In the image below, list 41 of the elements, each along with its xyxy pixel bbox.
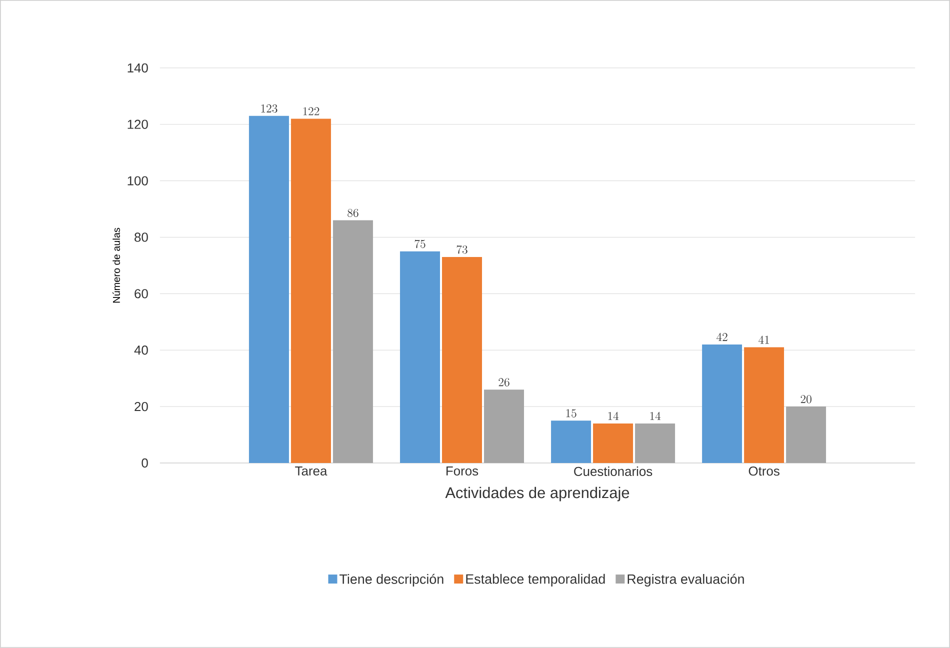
bar [332, 220, 373, 464]
data-label: 14 [650, 412, 661, 420]
data-label: 15 [566, 409, 576, 418]
data-label: 122 [303, 107, 320, 116]
data-label: 41 [758, 336, 769, 344]
bar [551, 420, 592, 464]
y-tick-label: 20 [134, 402, 148, 412]
bar [744, 347, 784, 464]
legend-label: Registra evaluación [628, 574, 744, 587]
data-label: 14 [608, 412, 619, 420]
y-tick-label: 0 [142, 458, 148, 468]
bar [484, 390, 524, 464]
bar [786, 406, 826, 464]
bar [635, 424, 676, 464]
y-tick-label: 140 [128, 63, 148, 73]
data-label: 73 [456, 245, 468, 254]
bar [593, 424, 634, 464]
y-tick-label: 100 [128, 176, 148, 186]
x-tick-label: Otros [748, 466, 780, 476]
x-tick-label: Tarea [295, 466, 328, 476]
data-label: 42 [716, 332, 728, 341]
y-tick-label: 40 [134, 346, 148, 355]
y-tick-label: 120 [128, 120, 148, 129]
x-axis-title: Actividades de aprendizaje [445, 486, 630, 502]
bar [290, 118, 331, 464]
data-label: 20 [800, 395, 812, 404]
data-label: 86 [348, 208, 358, 218]
bar [442, 257, 482, 464]
bar [702, 344, 742, 464]
legend-label: Establece temporalidad [466, 574, 605, 586]
bar [248, 116, 289, 464]
x-tick-label: Cuestionarios [574, 466, 652, 476]
bar [400, 251, 440, 464]
data-label: 75 [414, 240, 426, 248]
legend-label: Tiene descripción [340, 574, 444, 587]
y-tick-label: 80 [134, 232, 148, 242]
y-tick-label: 60 [134, 289, 148, 298]
data-label: 123 [261, 104, 278, 113]
data-label: 26 [498, 378, 510, 386]
x-tick-label: Foros [446, 466, 478, 476]
y-axis-title: Número de aulas [112, 228, 120, 303]
